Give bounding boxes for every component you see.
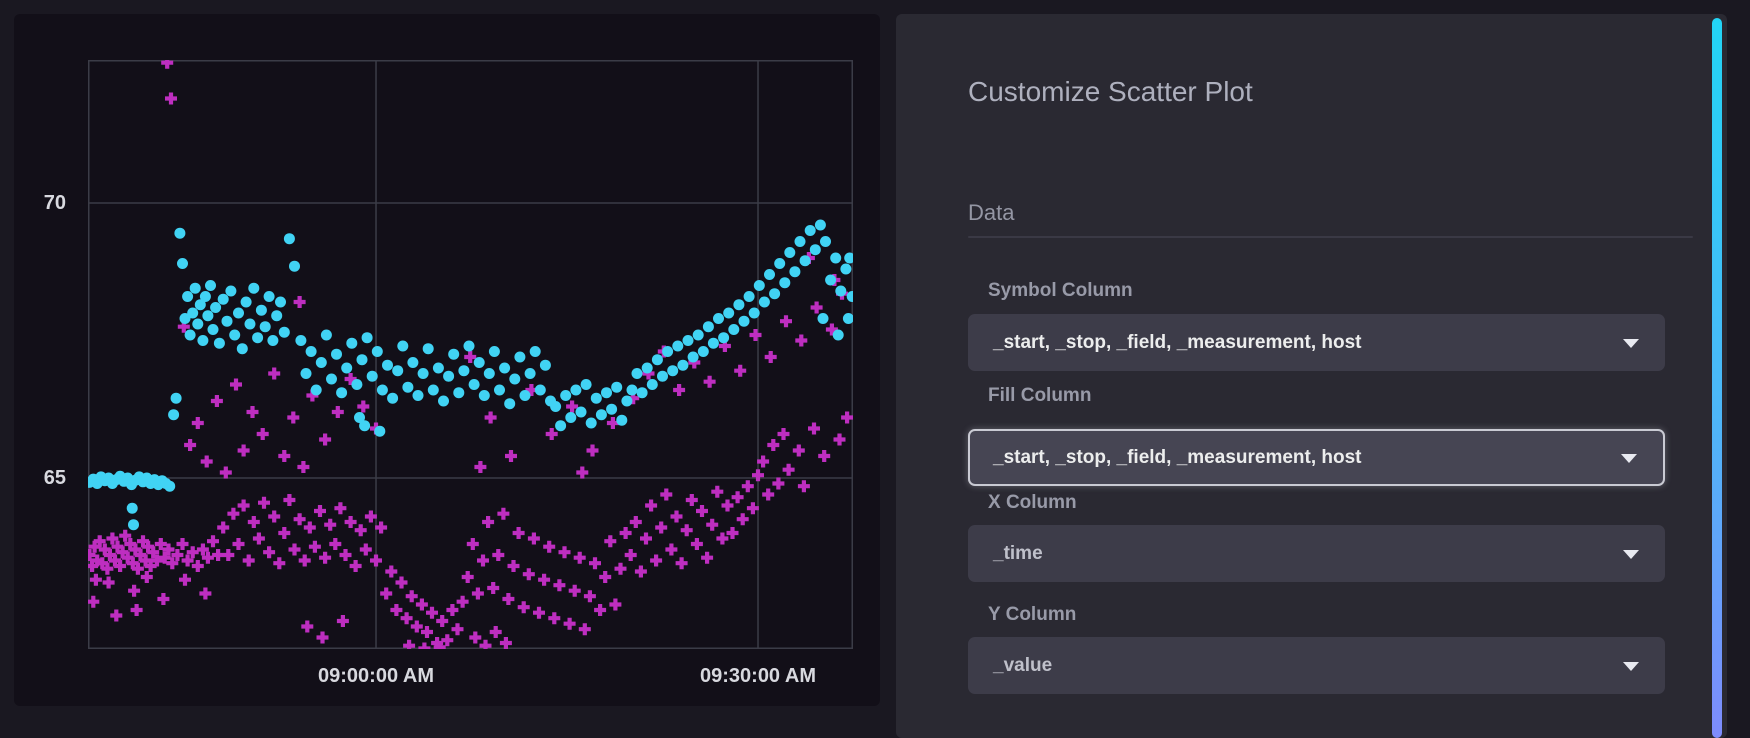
chevron-down-icon (1623, 338, 1639, 348)
y-column-dropdown[interactable]: _value (968, 637, 1665, 694)
y-axis-tick-label: 65 (43, 466, 66, 489)
panel-scrollbar[interactable] (1712, 18, 1722, 738)
fill-column-value: _start, _stop, _field, _measurement, hos… (993, 447, 1362, 468)
y-axis-tick-label: 70 (43, 191, 66, 214)
x-axis-tick-label: 09:00:00 AM (318, 665, 434, 687)
symbol-column-label: Symbol Column (988, 280, 1133, 301)
section-divider (968, 236, 1693, 238)
fill-column-label: Fill Column (988, 385, 1092, 406)
fill-column-dropdown[interactable]: _start, _stop, _field, _measurement, hos… (968, 429, 1665, 486)
symbol-column-value: _start, _stop, _field, _measurement, hos… (993, 332, 1362, 353)
section-title-data: Data (968, 200, 1015, 225)
x-column-value: _time (993, 543, 1043, 564)
y-column-label: Y Column (988, 604, 1077, 625)
chevron-down-icon (1623, 661, 1639, 671)
customize-panel: Customize Scatter Plot Data Symbol Colum… (896, 14, 1727, 738)
y-column-value: _value (993, 655, 1053, 676)
scatter-plot-card: 70 65 09:00:00 AM 09:30:00 AM (14, 14, 880, 706)
chevron-down-icon (1621, 453, 1637, 463)
chevron-down-icon (1623, 549, 1639, 559)
scatter-svg (88, 60, 853, 649)
symbol-column-dropdown[interactable]: _start, _stop, _field, _measurement, hos… (968, 314, 1665, 371)
panel-title: Customize Scatter Plot (968, 76, 1253, 107)
x-column-label: X Column (988, 492, 1077, 513)
scatter-plot (88, 60, 853, 649)
x-column-dropdown[interactable]: _time (968, 525, 1665, 582)
x-axis-tick-label: 09:30:00 AM (700, 665, 816, 687)
